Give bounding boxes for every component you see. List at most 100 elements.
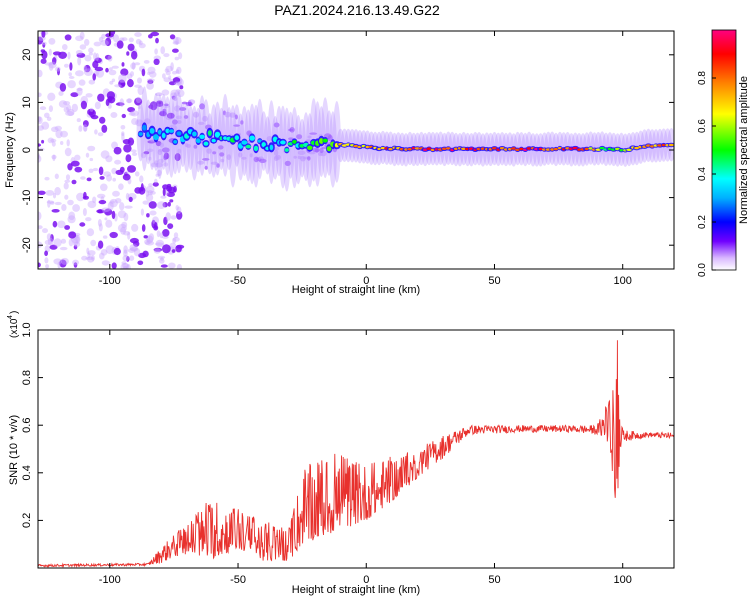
noise-blob (83, 191, 87, 199)
ridge-core (168, 129, 175, 133)
noise-blob (45, 190, 55, 196)
scatter-blob (192, 111, 200, 118)
noise-blob (65, 174, 71, 181)
noise-blob (85, 256, 94, 260)
snr-scale-exponent: 4 (7, 315, 14, 319)
noise-blob (48, 61, 57, 69)
noise-blob (131, 223, 139, 232)
noise-blob (109, 198, 118, 208)
scatter-blob (210, 161, 219, 165)
noise-blob (121, 261, 127, 265)
noise-blob (44, 250, 48, 257)
noise-blob (134, 62, 141, 66)
scatter-blob (293, 155, 298, 159)
noise-blob (174, 153, 181, 162)
noise-blob (165, 71, 171, 76)
noise-blob (172, 48, 179, 53)
noise-blob (38, 92, 42, 98)
scatter-blob (308, 151, 316, 155)
scatter-blob (297, 155, 302, 160)
noise-blob (104, 54, 112, 60)
noise-blob (98, 200, 107, 205)
noise-blob (121, 131, 125, 136)
noise-blob (80, 100, 87, 110)
scatter-blob (197, 160, 205, 165)
noise-blob (119, 202, 125, 211)
noise-blob (175, 115, 182, 120)
noise-blob (76, 87, 83, 96)
noise-blob (74, 166, 83, 173)
ridge-core (142, 124, 147, 131)
noise-blob (51, 141, 56, 147)
spectrogram-ytick-label: 10 (21, 96, 33, 108)
spectrogram-ytick-label: 20 (21, 49, 33, 61)
noise-blob (54, 125, 62, 131)
spectrogram-ytick-label: 0 (21, 147, 33, 153)
colorbar-tick-label: 0.4 (697, 167, 708, 181)
ridge-core (149, 127, 155, 134)
noise-blob (38, 155, 42, 163)
noise-blob (134, 32, 142, 37)
noise-blob (52, 51, 62, 56)
ridge-core (322, 138, 328, 143)
ridge-core (538, 147, 543, 151)
noise-blob (176, 211, 183, 220)
noise-blob (88, 168, 94, 173)
noise-blob (94, 101, 101, 110)
noise-blob (54, 187, 61, 196)
noise-blob (127, 231, 131, 240)
noise-blob (163, 77, 171, 83)
colorbar-tick-label: 0.6 (697, 119, 708, 133)
noise-blob (57, 67, 60, 76)
noise-blob (63, 101, 71, 106)
noise-blob (120, 263, 129, 269)
noise-blob (64, 63, 69, 68)
noise-blob (159, 232, 164, 239)
noise-blob (155, 140, 162, 147)
noise-blob (65, 111, 75, 116)
noise-blob (38, 225, 43, 230)
noise-blob (120, 82, 126, 87)
noise-blob (105, 37, 112, 47)
noise-blob (101, 124, 108, 133)
noise-blob (98, 166, 104, 176)
ridge-core (284, 148, 289, 152)
noise-blob (90, 115, 99, 120)
scatter-blob (199, 103, 206, 110)
noise-blob (154, 178, 158, 184)
noise-blob (123, 144, 132, 153)
scatter-blob (229, 112, 237, 118)
scatter-blob (288, 128, 294, 132)
noise-blob (49, 244, 58, 250)
noise-blob (44, 62, 53, 66)
noise-blob (128, 196, 133, 203)
noise-blob (66, 104, 72, 112)
noise-blob (146, 235, 154, 244)
noise-blob (174, 56, 179, 61)
noise-blob (157, 255, 166, 259)
ridge-core (584, 147, 589, 151)
noise-blob (75, 70, 84, 77)
noise-blob (145, 185, 155, 194)
ridge-halo (228, 105, 237, 188)
ridge-core (553, 147, 559, 151)
snr-scale-label: (x10 (9, 318, 20, 338)
noise-blob (87, 200, 97, 209)
snr-xtick-label: 100 (614, 574, 632, 586)
noise-blob (82, 208, 87, 216)
scatter-blob (296, 134, 303, 140)
noise-blob (60, 257, 69, 265)
noise-blob (142, 200, 150, 205)
snr-ytick-label: 0.8 (21, 370, 33, 385)
noise-blob (93, 41, 102, 47)
noise-blob (119, 166, 125, 173)
scatter-blob (170, 113, 175, 119)
noise-blob (140, 152, 147, 159)
snr-xtick-label: 50 (488, 574, 500, 586)
noise-blob (105, 155, 113, 163)
spectrogram-xtick-label: 0 (363, 275, 369, 287)
noise-blob (126, 256, 130, 262)
snr-panel: -100 -50 0 50 100 0.2 0.4 0.6 0.8 1.0 Height of s… (7, 311, 675, 596)
noise-blob (87, 145, 96, 152)
noise-blob (100, 150, 110, 159)
